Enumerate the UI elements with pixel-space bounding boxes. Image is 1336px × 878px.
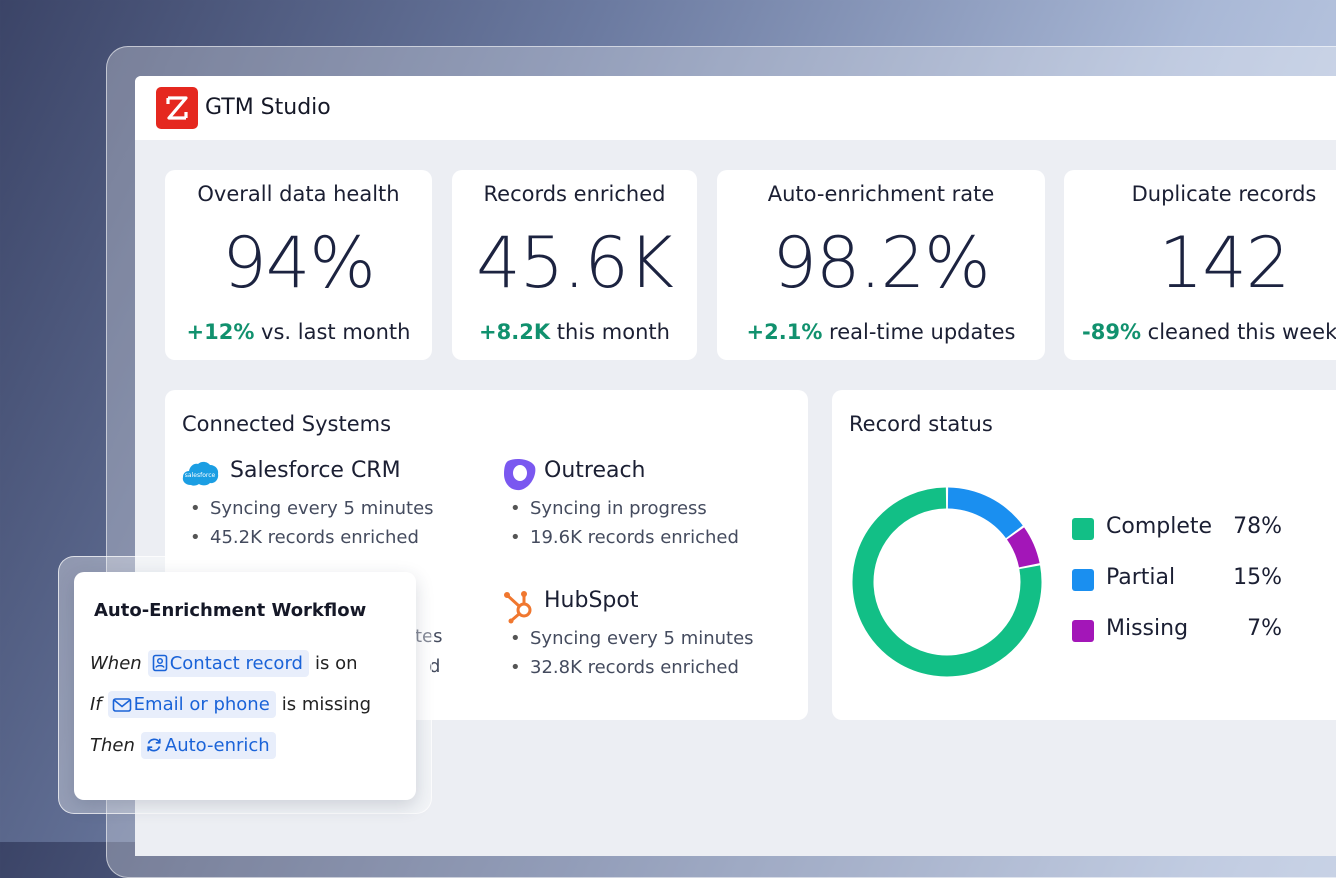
detail-item: Syncing every 5 minutes (510, 628, 754, 657)
legend-item-partial[interactable]: Partial 15% (1072, 565, 1302, 595)
system-details: Syncing every 5 minutes 45.2K records en… (190, 498, 434, 556)
delta-value: -89% (1082, 320, 1141, 344)
detail-item: 45.2K records enriched (190, 527, 434, 556)
detail-item: 32.8K records enriched (510, 657, 754, 686)
outreach-icon (504, 459, 536, 491)
legend-item-missing[interactable]: Missing 7% (1072, 616, 1302, 646)
stat-card-duplicate-records[interactable]: Duplicate records 142 -89% cleaned this … (1064, 170, 1336, 360)
delta-text: this month (550, 320, 670, 344)
system-name: Salesforce CRM (230, 458, 401, 483)
workflow-keyword: When (90, 653, 142, 674)
legend-pct: 78% (1233, 514, 1282, 539)
detail-item: Syncing in progress (510, 498, 739, 527)
auto-enrich-chip[interactable]: Auto-enrich (140, 732, 276, 759)
donut-slice-partial[interactable] (947, 487, 1023, 539)
workflow-suffix: is missing (281, 694, 372, 715)
refresh-icon (147, 738, 161, 752)
stat-value: 94% (222, 222, 376, 304)
contact-card-icon (152, 654, 168, 672)
delta-value: +12% (186, 320, 255, 344)
obscured-text-fragment: d (429, 656, 441, 677)
delta-value: +8.2K (479, 320, 551, 344)
record-status-donut-chart[interactable] (847, 482, 1047, 682)
chip-label: Contact record (169, 653, 303, 674)
donut-slice-complete[interactable] (852, 487, 1042, 677)
mail-icon (112, 698, 131, 712)
hubspot-icon (504, 591, 532, 624)
delta-text: real-time updates (822, 320, 1016, 344)
workflow-title: Auto-Enrichment Workflow (94, 600, 367, 621)
delta-text: vs. last month (254, 320, 411, 344)
system-name: Outreach (544, 458, 646, 483)
email-or-phone-chip[interactable]: Email or phone (107, 691, 276, 718)
stat-title: Auto-enrichment rate (767, 182, 995, 206)
obscured-text-fragment: tes (415, 626, 443, 647)
legend-swatch (1072, 569, 1094, 591)
top-bar: GTM Studio (135, 76, 1336, 140)
detail-item: Syncing every 5 minutes (190, 498, 434, 527)
contact-record-chip[interactable]: Contact record (147, 650, 309, 677)
workflow-row-when: When Contact record is on (90, 650, 358, 682)
legend-item-complete[interactable]: Complete 78% (1072, 514, 1302, 544)
app-window: GTM Studio Overall data health 94% +12% … (135, 76, 1336, 856)
system-name: HubSpot (544, 588, 639, 613)
legend-pct: 15% (1233, 565, 1282, 590)
legend-label: Missing (1106, 616, 1189, 641)
legend-swatch (1072, 620, 1094, 642)
delta-value: +2.1% (746, 320, 823, 344)
legend-label: Complete (1106, 514, 1213, 539)
workflow-keyword: If (90, 694, 102, 715)
stat-title: Overall data health (197, 182, 400, 206)
stat-value: 45.6K (476, 222, 674, 304)
detail-item: 19.6K records enriched (510, 527, 739, 556)
app-title: GTM Studio (205, 95, 331, 120)
stat-value: 98.2% (772, 222, 990, 304)
donut-slice-missing[interactable] (1006, 527, 1040, 568)
workflow-row-if: If Email or phone is missing (90, 691, 371, 723)
legend-label: Partial (1106, 565, 1176, 590)
stat-card-auto-enrichment-rate[interactable]: Auto-enrichment rate 98.2% +2.1% real-ti… (717, 170, 1045, 360)
stat-title: Records enriched (483, 182, 666, 206)
chip-label: Email or phone (133, 694, 270, 715)
record-status-panel: Record status Complete 78% Partial 15% M… (832, 390, 1336, 720)
stat-card-data-health[interactable]: Overall data health 94% +12% vs. last mo… (165, 170, 432, 360)
stat-delta: -89% cleaned this week (1082, 320, 1336, 344)
salesforce-icon: salesforce (182, 461, 219, 486)
stat-value: 142 (1158, 222, 1291, 304)
workflow-suffix: is on (314, 653, 358, 674)
system-details: Syncing every 5 minutes 32.8K records en… (510, 628, 754, 686)
stat-title: Duplicate records (1131, 182, 1317, 206)
legend-pct: 7% (1247, 616, 1282, 641)
stat-delta: +8.2K this month (452, 320, 697, 344)
legend-swatch (1072, 518, 1094, 540)
section-title: Record status (849, 412, 993, 436)
stat-delta: +2.1% real-time updates (717, 320, 1045, 344)
stat-delta: +12% vs. last month (165, 320, 432, 344)
auto-enrichment-workflow-card[interactable]: Auto-Enrichment Workflow When Contact rec… (74, 572, 416, 800)
stat-card-records-enriched[interactable]: Records enriched 45.6K +8.2K this month (452, 170, 697, 360)
zoominfo-logo-icon[interactable] (156, 87, 198, 129)
svg-text:salesforce: salesforce (185, 472, 216, 479)
system-details: Syncing in progress 19.6K records enrich… (510, 498, 739, 556)
workflow-row-then: Then Auto-enrich (90, 732, 282, 764)
delta-text: cleaned this week (1140, 320, 1336, 344)
section-title: Connected Systems (182, 412, 392, 436)
chip-label: Auto-enrich (164, 735, 270, 756)
workflow-keyword: Then (90, 735, 135, 756)
